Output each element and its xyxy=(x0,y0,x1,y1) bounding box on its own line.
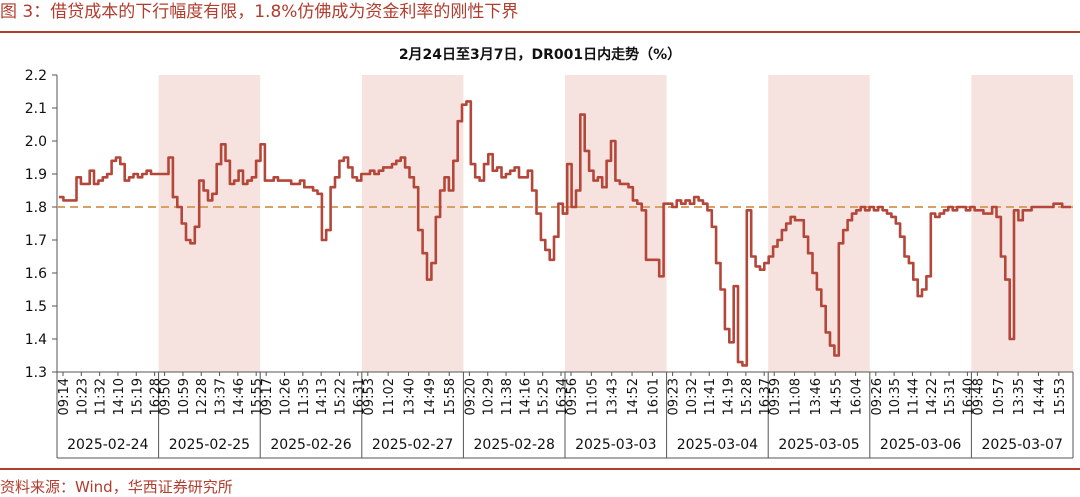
x-tick-label: 15:19 xyxy=(130,378,145,415)
shade-band-2025-03-07 xyxy=(971,75,1073,372)
y-tick-label: 2.0 xyxy=(25,134,47,150)
x-tick-label: 09:59 xyxy=(768,378,783,415)
figure-title: 图 3：借贷成本的下行幅度有限，1.8%仿佛成为资金利率的刚性下界 xyxy=(0,2,519,22)
x-tick-label: 10:29 xyxy=(482,378,497,415)
shade-band-2025-02-27 xyxy=(361,75,464,372)
x-tick-label: 15:55 xyxy=(250,378,265,415)
shade-band-2025-03-05 xyxy=(768,75,870,372)
x-tick-label: 09:20 xyxy=(463,378,478,415)
y-tick-label: 1.6 xyxy=(25,266,47,282)
x-tick-label: 16:31 xyxy=(352,378,367,415)
x-tick-label: 09:26 xyxy=(870,378,885,415)
x-tick-label: 09:48 xyxy=(971,378,986,415)
date-label-2025-03-04: 2025-03-04 xyxy=(677,437,758,453)
x-tick-label: 10:59 xyxy=(177,378,192,415)
x-tick-label: 10:23 xyxy=(75,378,90,415)
x-tick-label: 09:53 xyxy=(362,378,377,415)
axes xyxy=(56,75,1074,459)
date-label-2025-02-28: 2025-02-28 xyxy=(474,437,555,453)
y-tick-label: 1.9 xyxy=(25,167,47,183)
x-tick-label: 14:13 xyxy=(315,378,330,415)
x-tick-label: 12:28 xyxy=(195,378,210,415)
x-tick-label: 15:58 xyxy=(443,378,458,415)
x-tick-label: 16:34 xyxy=(555,378,570,415)
x-tick-label: 11:38 xyxy=(500,378,515,415)
x-tick-label: 16:28 xyxy=(149,378,164,415)
x-tick-label: 14:19 xyxy=(722,378,737,415)
x-tick-label: 10:57 xyxy=(992,378,1007,415)
x-tick-label: 10:35 xyxy=(888,378,903,415)
y-tick-label: 1.8 xyxy=(25,200,47,216)
x-tick-label: 14:49 xyxy=(423,378,438,415)
x-tick-label: 11:41 xyxy=(703,378,718,415)
x-tick-label: 14:46 xyxy=(232,378,247,415)
x-tick-label: 15:25 xyxy=(537,378,552,415)
x-tick-label: 11:05 xyxy=(585,378,600,415)
shade-band-2025-03-03 xyxy=(565,75,667,372)
x-tick-label: 14:10 xyxy=(112,378,127,415)
x-tick-label: 16:04 xyxy=(850,378,865,415)
y-axis-ticks: 1.3 1.4 1.5 1.6 1.7 1.8 1.9 2.0 2.1 2.2 xyxy=(25,68,57,381)
x-tick-label: 14:52 xyxy=(626,378,641,415)
x-tick-label: 11:44 xyxy=(906,378,921,415)
date-label-2025-02-26: 2025-02-26 xyxy=(270,437,351,453)
title-rule xyxy=(0,31,1080,33)
dr001-intraday-chart: 1.31.41.51.61.71.81.92.02.12.2 09:14 10:2… xyxy=(25,68,1074,459)
x-tick-label: 13:37 xyxy=(214,378,229,415)
date-label-2025-02-25: 2025-02-25 xyxy=(169,437,250,453)
x-tick-label: 09:56 xyxy=(565,378,580,415)
x-tick-label: 15:22 xyxy=(333,378,348,415)
y-tick-label: 2.1 xyxy=(25,101,47,117)
date-label-2025-02-24: 2025-02-24 xyxy=(67,437,148,453)
x-tick-label: 11:02 xyxy=(382,378,397,415)
date-labels: 2025-02-24 2025-02-25 2025-02-26 2025-02-27… xyxy=(67,437,1063,453)
x-tick-label: 16:01 xyxy=(646,378,661,415)
date-label-2025-03-06: 2025-03-06 xyxy=(880,437,961,453)
x-tick-label: 14:22 xyxy=(925,378,940,415)
shade-band-2025-02-25 xyxy=(158,75,261,372)
date-label-2025-03-07: 2025-03-07 xyxy=(982,437,1063,453)
x-tick-label: 15:28 xyxy=(740,378,755,415)
x-tick-label: 10:26 xyxy=(279,378,294,415)
chart-title: 2月24日至3月7日，DR001日内走势（%） xyxy=(398,47,682,63)
x-tick-label: 13:35 xyxy=(1012,378,1027,415)
y-tick-label: 1.7 xyxy=(25,233,47,249)
x-tick-label: 15:53 xyxy=(1053,378,1068,415)
x-tick-label: 13:43 xyxy=(606,378,621,415)
x-tick-label: 09:50 xyxy=(159,378,174,415)
date-label-2025-03-05: 2025-03-05 xyxy=(778,437,859,453)
source-note: 资料来源：Wind，华西证券研究所 xyxy=(0,478,233,496)
x-tick-label: 11:32 xyxy=(94,378,109,415)
footer-rule xyxy=(0,468,1080,470)
x-tick-label: 16:40 xyxy=(961,378,976,415)
shaded-day-bands xyxy=(158,75,1073,372)
date-label-2025-03-03: 2025-03-03 xyxy=(575,437,656,453)
y-tick-label: 1.4 xyxy=(25,332,47,348)
x-tick-label: 16:37 xyxy=(758,378,773,415)
x-tick-label: 11:35 xyxy=(297,378,312,415)
dr001-series-line xyxy=(59,100,1071,367)
x-tick-label: 13:40 xyxy=(403,378,418,415)
x-tick-label: 09:17 xyxy=(260,378,275,415)
x-tick-label: 13:46 xyxy=(809,378,824,415)
x-tick-label: 10:32 xyxy=(685,378,700,415)
y-tick-label: 2.2 xyxy=(25,68,47,84)
x-tick-label: 15:31 xyxy=(943,378,958,415)
x-tick-label: 11:08 xyxy=(789,378,804,415)
date-label-2025-02-27: 2025-02-27 xyxy=(372,437,453,453)
x-tick-label: 14:55 xyxy=(829,378,844,415)
y-tick-label: 1.3 xyxy=(25,365,47,381)
x-tick-label: 14:16 xyxy=(518,378,533,415)
x-tick-label: 14:44 xyxy=(1032,378,1047,415)
x-tick-label: 09:23 xyxy=(667,378,682,415)
y-tick-label: 1.5 xyxy=(25,299,47,315)
x-tick-label: 09:14 xyxy=(57,378,72,415)
